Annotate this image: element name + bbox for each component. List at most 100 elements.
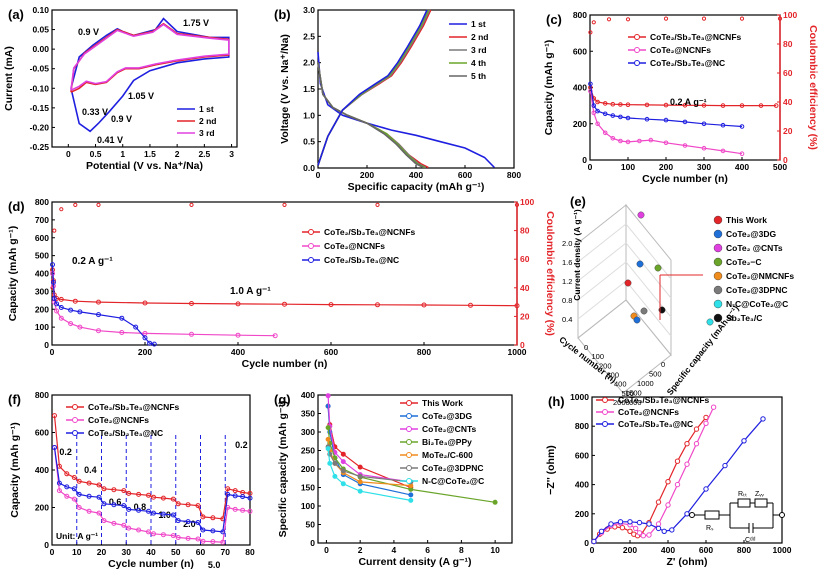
legend-marker [602, 397, 608, 403]
legend-label: 4 th [471, 58, 486, 68]
eis-marker [674, 458, 681, 464]
y-tick-label: 400 [35, 269, 49, 279]
capacity-marker [146, 529, 151, 535]
legend-label: CoTe₂/Sb₂Te₃@NC [650, 58, 725, 68]
efficiency-marker [375, 202, 380, 207]
capacity-marker [121, 488, 127, 494]
comparison-line [327, 406, 412, 489]
capacity-marker [240, 494, 246, 500]
comparison-marker [332, 460, 338, 466]
legend-label: 2 nd [471, 32, 488, 42]
x-tick-label: 0 [590, 545, 595, 555]
x-tick-label: 2000 [613, 398, 630, 407]
capacity-marker [58, 315, 64, 321]
y-tick-label: 100 [301, 501, 315, 511]
legend-marker [713, 271, 723, 281]
capacity-marker [682, 119, 688, 125]
unit-note: Unit: A g⁻¹ [56, 531, 98, 541]
x-tick-label: 50 [171, 547, 181, 557]
circuit-node [779, 512, 785, 518]
capacity-marker [701, 121, 707, 127]
capacity-marker [232, 493, 238, 499]
discharge-curve [317, 62, 429, 169]
efficiency-marker [514, 202, 520, 207]
y-tick-label: 200 [575, 509, 589, 519]
comparison-marker [340, 481, 346, 487]
x-tick-label: 2 [175, 149, 180, 159]
capacity-marker [200, 538, 206, 544]
gridline [577, 261, 627, 301]
rate-label: 5.0 [208, 560, 221, 570]
x-tick-label: 10 [490, 545, 500, 555]
x-tick-label: 8 [459, 545, 464, 555]
legend-marker [308, 243, 314, 249]
capacity-marker [111, 487, 117, 493]
z-tick-label: 2.0 [562, 239, 572, 248]
capacity-marker [663, 140, 669, 146]
capacity-marker [77, 309, 83, 315]
legend-marker [634, 47, 640, 53]
legend-label: Sb₂Te₃/C [726, 313, 762, 323]
legend-marker [72, 430, 78, 436]
capacity-marker [136, 507, 142, 513]
capacity-marker [111, 520, 117, 526]
comparison-marker [340, 451, 346, 457]
y2-tick-label: 20 [520, 311, 530, 321]
eis-marker [646, 532, 652, 538]
charge-curve [317, 9, 428, 166]
panel-label: (a) [8, 7, 24, 22]
legend-label: CoTe₂/Sb₂Te₃@NC [324, 255, 399, 265]
y-tick-label: 2.5 [303, 31, 315, 41]
panel-label: (h) [548, 394, 565, 409]
comparison-marker [357, 479, 363, 485]
y-tick-label: 0.5 [303, 137, 315, 147]
eis-marker [722, 462, 728, 469]
capacity-marker [86, 493, 92, 499]
eis-marker [655, 525, 662, 532]
x-tick-label: 1 [120, 149, 125, 159]
panel-e: 0.40.81.21.62.00500100015002000010020030… [557, 194, 794, 407]
capacity-marker [625, 139, 631, 145]
panel-label: (e) [570, 194, 586, 209]
capacity-marker [52, 413, 57, 419]
capacity-marker [701, 103, 707, 108]
x-tick-label: 40 [146, 547, 156, 557]
x-tick-label: 200 [659, 162, 673, 172]
capacity-marker [225, 486, 231, 492]
capacity-marker [64, 484, 70, 490]
capacity-marker [232, 488, 238, 494]
legend-label: 2 nd [199, 116, 216, 126]
data-point [636, 260, 644, 268]
resistor-rct [737, 498, 751, 508]
capacity-marker [68, 321, 74, 327]
grid-plane [625, 203, 672, 357]
legend-marker [634, 34, 640, 40]
y-axis-label: Capacity (mAh g⁻¹) [9, 422, 21, 517]
capacity-marker [200, 514, 206, 520]
capacity-marker [126, 525, 132, 531]
x-tick-label: 70 [221, 547, 231, 557]
legend-marker [72, 404, 78, 410]
eis-marker [665, 479, 671, 485]
y-tick-label: 300 [301, 427, 315, 437]
comparison-marker [408, 492, 414, 498]
z-tick-label: 1.2 [562, 277, 572, 286]
x-axis-label: Cycle number (n) [242, 358, 328, 370]
capacity-marker [96, 312, 101, 318]
capacity-marker [720, 122, 726, 128]
y-tick-label: 600 [629, 398, 642, 407]
x-tick-label: 1000 [508, 347, 527, 357]
x-axis-label: Potential (V vs. Na⁺/Na) [86, 160, 203, 172]
capacity-marker [595, 121, 600, 127]
capacity-marker [142, 335, 148, 341]
legend-label: CoTe₂@NCNFs [618, 407, 679, 417]
x-tick-label: 60 [196, 547, 206, 557]
legend-marker [602, 421, 608, 427]
eis-marker [693, 426, 700, 432]
data-point [640, 307, 648, 315]
capacity-marker [591, 110, 597, 116]
legend-label: CoTe₂@NCNFs [324, 241, 385, 251]
resistor-rs [704, 510, 720, 520]
capacity-marker [610, 136, 616, 141]
x-tick-label: 800 [417, 347, 431, 357]
